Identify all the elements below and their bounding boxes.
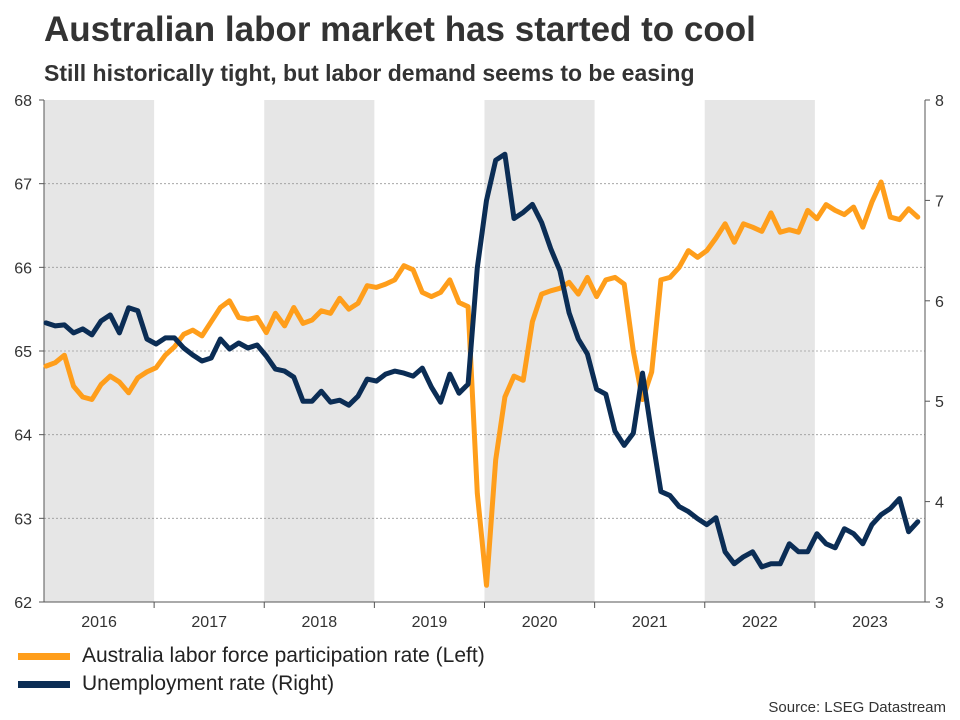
right-tick-label-5: 5 — [935, 394, 944, 411]
legend-label-unemployment: Unemployment rate (Right) — [82, 672, 335, 695]
right-tick-label-8: 8 — [935, 93, 944, 110]
x-tick-label-2023: 2023 — [852, 614, 888, 631]
x-tick-label-2016: 2016 — [81, 614, 117, 631]
legend-swatch-unemployment — [18, 680, 70, 688]
source-note: Source: LSEG Datastream — [768, 699, 946, 716]
shade-band-2016 — [44, 100, 155, 602]
left-tick-label-63: 63 — [14, 511, 32, 528]
legend: Australia labor force participation rate… — [18, 642, 485, 698]
left-tick-label-62: 62 — [14, 595, 32, 612]
right-tick-label-3: 3 — [935, 595, 944, 612]
chart-subtitle: Still historically tight, but labor dema… — [44, 60, 695, 86]
x-tick-label-2021: 2021 — [632, 614, 668, 631]
x-tick-label-2018: 2018 — [302, 614, 338, 631]
chart-title: Australian labor market has started to c… — [44, 10, 756, 49]
legend-swatch-participation — [18, 652, 70, 660]
series-line-participation — [43, 179, 921, 588]
right-tick-label-4: 4 — [935, 495, 944, 512]
gridlines — [44, 183, 925, 519]
legend-label-participation: Australia labor force participation rate… — [82, 644, 485, 667]
left-tick-label-64: 64 — [14, 428, 32, 445]
series-line-unemployment — [43, 151, 921, 570]
left-tick-label-68: 68 — [14, 93, 32, 110]
x-tick-label-2022: 2022 — [742, 614, 778, 631]
x-tick-label-2019: 2019 — [412, 614, 448, 631]
x-tick-label-2017: 2017 — [191, 614, 227, 631]
left-tick-label-67: 67 — [14, 177, 32, 194]
legend-item-participation: Australia labor force participation rate… — [18, 642, 485, 670]
legend-item-unemployment: Unemployment rate (Right) — [18, 670, 485, 698]
left-tick-label-66: 66 — [14, 260, 32, 277]
right-tick-label-6: 6 — [935, 294, 944, 311]
x-tick-label-2020: 2020 — [522, 614, 558, 631]
left-tick-label-65: 65 — [14, 344, 32, 361]
right-tick-label-7: 7 — [935, 193, 944, 210]
series-lines — [43, 151, 921, 588]
